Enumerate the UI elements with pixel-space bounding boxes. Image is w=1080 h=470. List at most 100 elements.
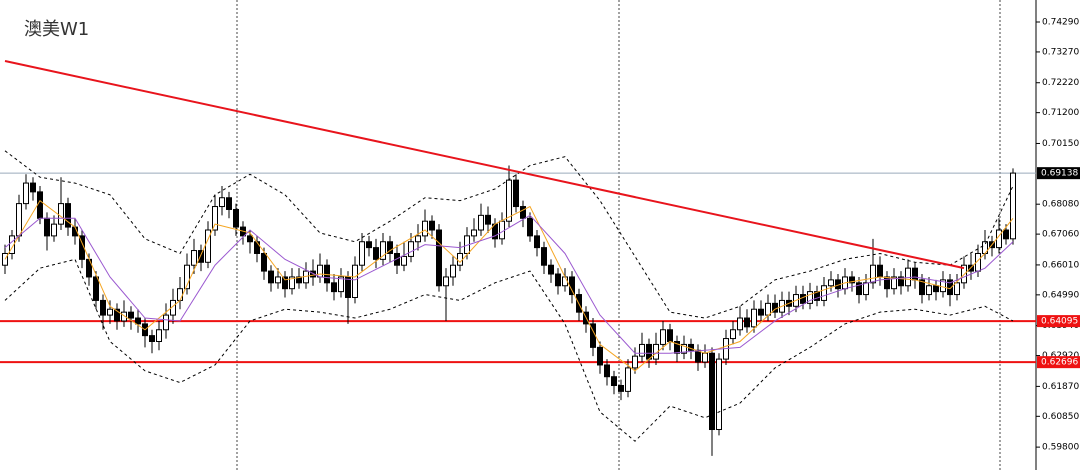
candle-body	[555, 273, 561, 287]
candle-body	[1010, 172, 1016, 240]
candle-body	[891, 276, 897, 290]
candle-body	[940, 279, 946, 293]
level-label: 0.64095	[1041, 317, 1078, 327]
candle-body	[730, 329, 736, 340]
y-tick-label: 0.64990	[1042, 290, 1079, 300]
candle-body	[226, 197, 232, 210]
candle-body	[380, 241, 386, 260]
y-tick-label: 0.67060	[1042, 230, 1079, 240]
candle-body	[611, 376, 617, 387]
candle-body	[947, 279, 953, 296]
candle-body	[954, 282, 960, 296]
candle-body	[765, 302, 771, 316]
candle-body	[114, 308, 120, 322]
y-tick-label: 0.59800	[1042, 443, 1079, 453]
candle-body	[870, 264, 876, 284]
candle-body	[632, 355, 638, 369]
candle-body	[275, 276, 281, 284]
y-tick-label: 0.61870	[1042, 382, 1079, 392]
y-tick-label: 0.73270	[1042, 47, 1079, 57]
candle-body	[534, 235, 540, 249]
candle-body	[191, 250, 197, 266]
candle-body	[163, 314, 169, 331]
candle-body	[317, 264, 323, 278]
candle-body	[485, 214, 491, 225]
candle-body	[331, 282, 337, 293]
candle-body	[800, 294, 806, 304]
candle-body	[261, 252, 267, 272]
y-tick-label: 0.72220	[1042, 78, 1079, 88]
candle-body	[268, 270, 274, 284]
candle-body	[646, 343, 652, 360]
candle-body	[310, 270, 316, 278]
candle-body	[408, 241, 414, 257]
y-tick-label: 0.74290	[1042, 18, 1079, 28]
candle-body	[373, 247, 379, 260]
candle-body	[660, 329, 666, 345]
candle-body	[282, 276, 288, 290]
candle-body	[926, 285, 932, 296]
candle-body	[233, 208, 239, 228]
candle-body	[548, 264, 554, 275]
candle-body	[16, 203, 22, 237]
candle-body	[345, 276, 351, 298]
candle-body	[695, 349, 701, 363]
candle-body	[93, 276, 99, 301]
candle-body	[366, 241, 372, 249]
y-tick-label: 0.70150	[1042, 139, 1079, 149]
candle-body	[863, 282, 869, 296]
candle-body	[205, 229, 211, 263]
candle-body	[121, 311, 127, 322]
candle-body	[338, 276, 344, 293]
candle-body	[247, 235, 253, 243]
candle-body	[352, 264, 358, 298]
candle-body	[597, 346, 603, 366]
candle-body	[156, 329, 162, 342]
indicator-line	[4, 214, 1014, 354]
candle-body	[821, 285, 827, 301]
y-tick-label: 0.66010	[1042, 260, 1079, 270]
indicator-line	[4, 60, 965, 270]
candle-body	[639, 343, 645, 357]
candle-body	[618, 385, 624, 392]
candle-body	[23, 182, 29, 205]
candle-body	[856, 282, 862, 296]
candle-body	[177, 288, 183, 301]
indicator-line	[4, 258, 1014, 442]
candle-body	[569, 276, 575, 296]
candle-body	[296, 276, 302, 284]
candle-body	[429, 220, 435, 231]
candle-body	[898, 276, 904, 287]
candle-body	[387, 241, 393, 254]
candle-body	[751, 308, 757, 328]
candle-body	[401, 255, 407, 266]
candle-body	[919, 279, 925, 296]
candle-body	[436, 229, 442, 287]
candle-body	[289, 276, 295, 290]
candle-body	[9, 235, 15, 254]
candle-body	[877, 264, 883, 278]
candle-body	[44, 217, 50, 237]
candle-body	[478, 214, 484, 231]
candle-body	[394, 252, 400, 266]
candle-body	[716, 358, 722, 431]
candle-body	[184, 264, 190, 290]
candle-body	[100, 299, 106, 316]
candle-body	[254, 241, 260, 254]
candle-body	[107, 308, 113, 316]
candle-body	[212, 206, 218, 231]
candle-body	[457, 252, 463, 266]
candle-body	[912, 267, 918, 281]
candle-body	[450, 264, 456, 278]
chart-title: 澳美W1	[24, 19, 89, 40]
y-tick-label: 0.60850	[1042, 412, 1079, 422]
candle-body	[814, 291, 820, 301]
candle-body	[51, 223, 57, 237]
candle-body	[37, 191, 43, 219]
candle-body	[674, 340, 680, 354]
level-label-box	[1037, 167, 1080, 180]
candle-body	[506, 179, 512, 222]
candle-body	[807, 291, 813, 304]
y-tick-label: 0.68080	[1042, 200, 1079, 210]
